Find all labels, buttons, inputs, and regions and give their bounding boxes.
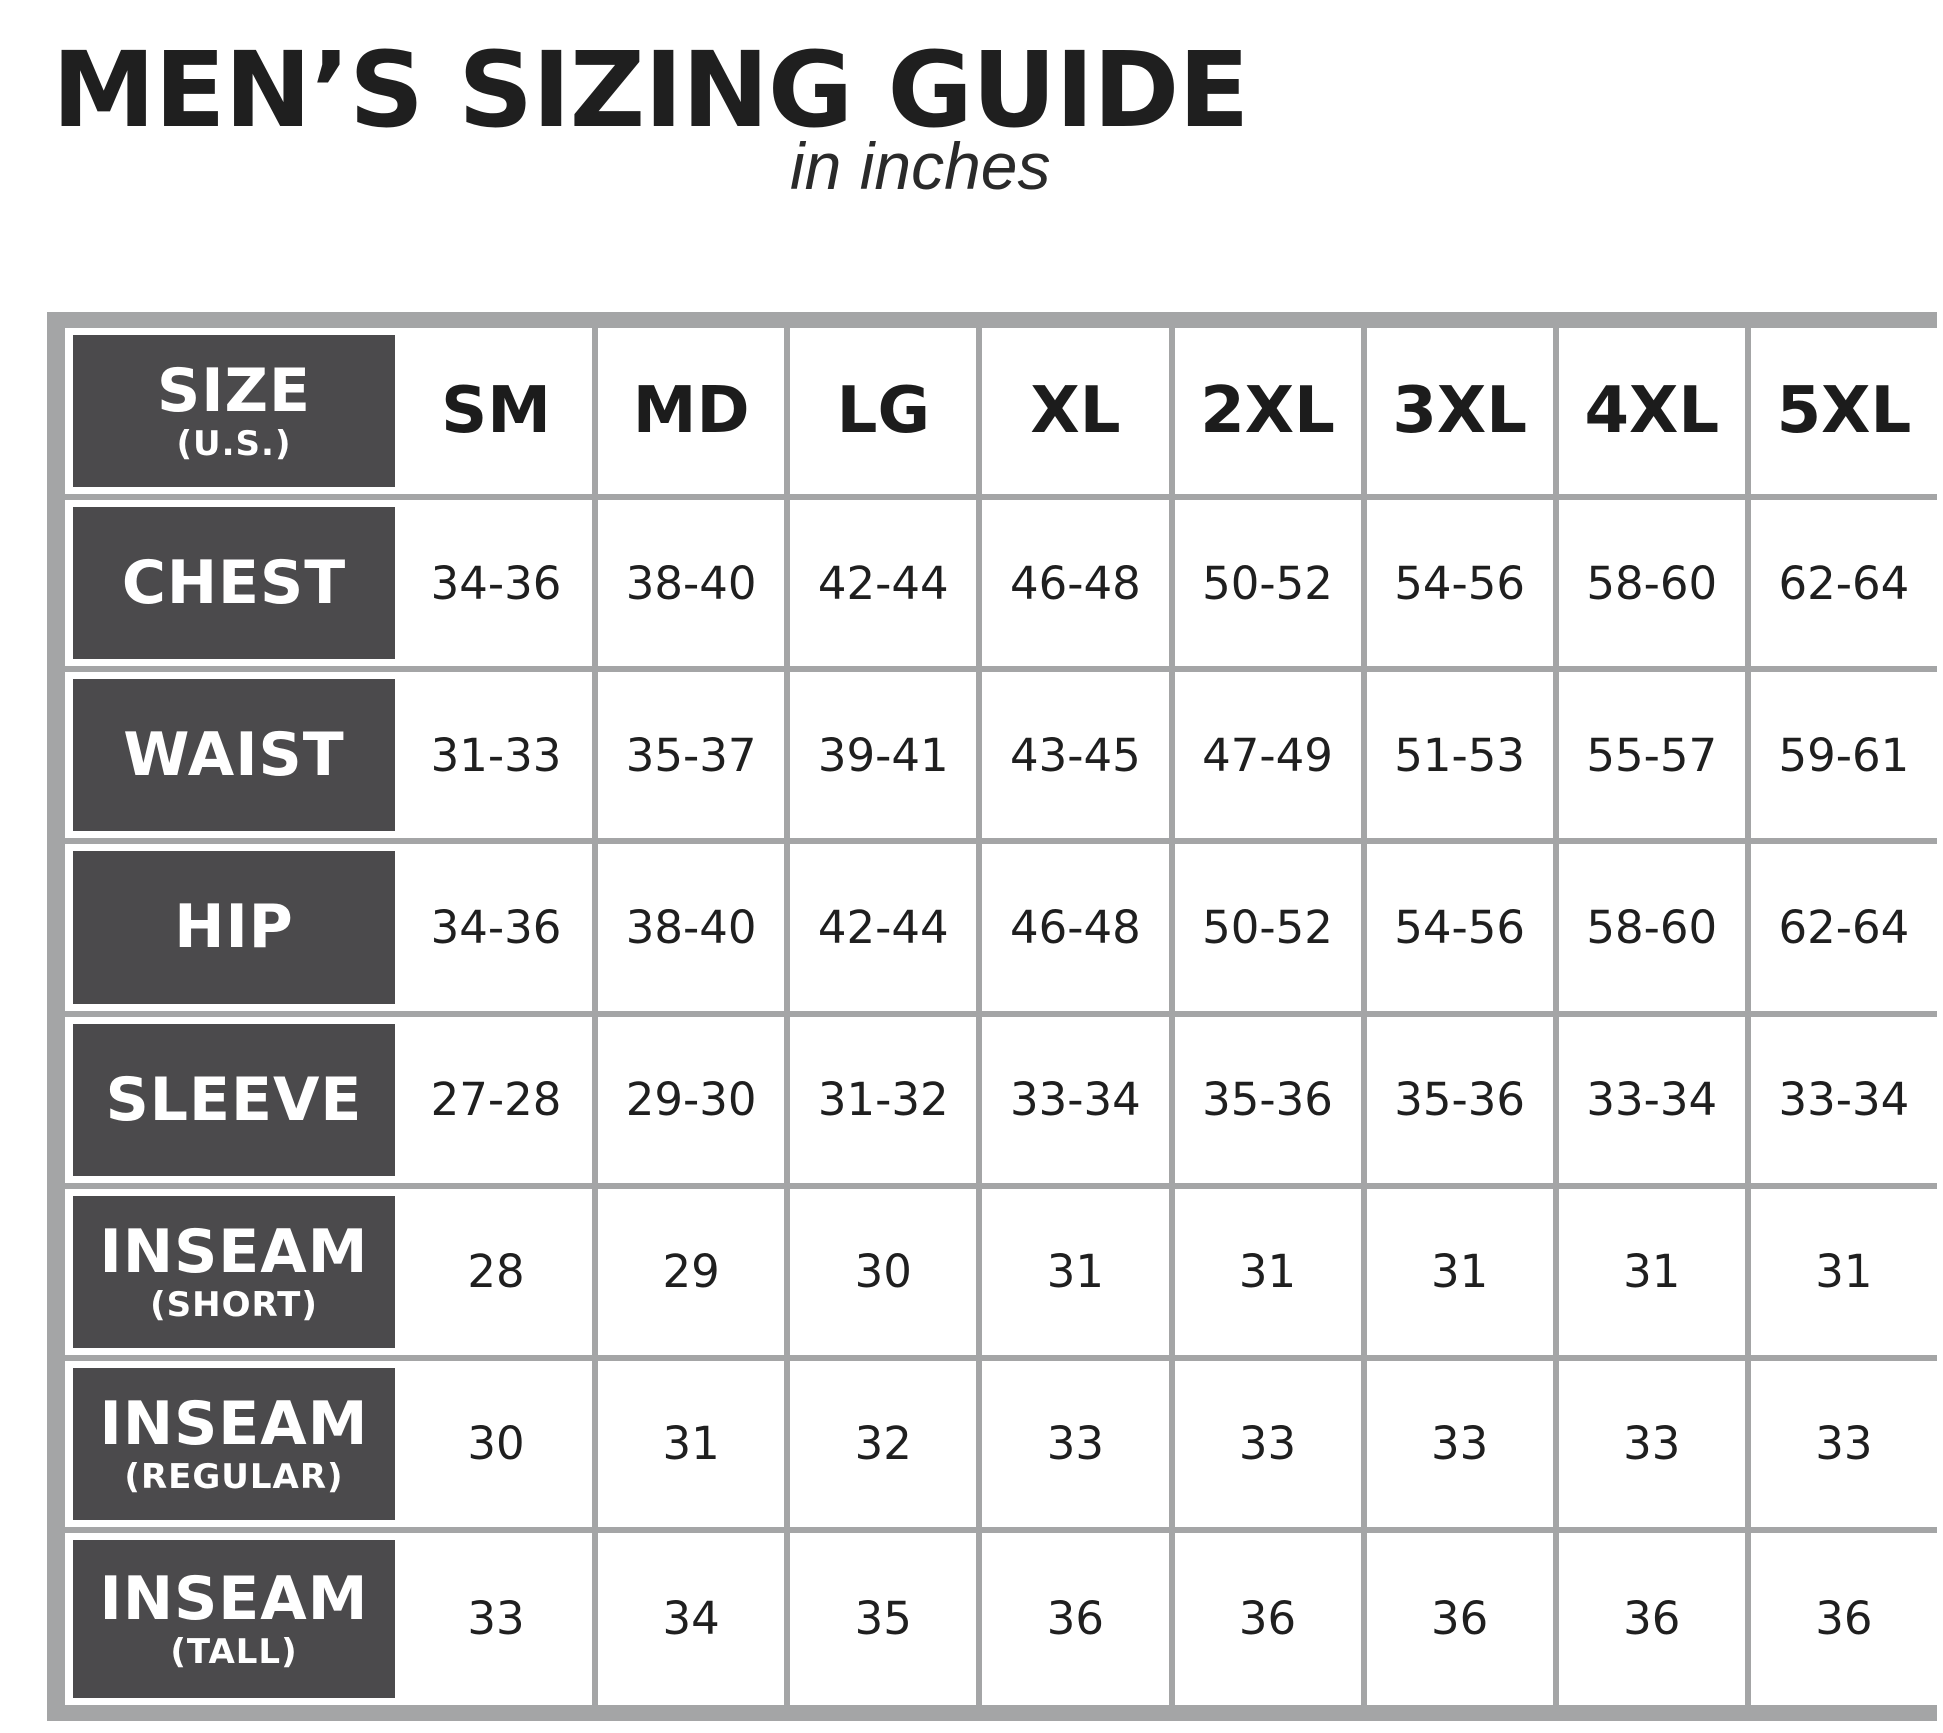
- row-label: SLEEVE: [65, 1016, 400, 1189]
- row-label: HIP: [65, 844, 400, 1017]
- row-label-text: SLEEVE: [105, 1064, 363, 1135]
- measurement-cell: 51-53: [1360, 672, 1553, 845]
- measurement-cell: 28: [400, 1189, 593, 1361]
- measurement-cell: 43-45: [976, 672, 1169, 845]
- measurement-cell: 59-61: [1744, 672, 1937, 845]
- row-label: WAIST: [65, 672, 400, 845]
- measurement-cell: 31: [1360, 1188, 1553, 1361]
- measurement-cell: 30: [400, 1361, 593, 1533]
- row-label-box: HIP: [73, 851, 395, 1004]
- measurement-cell: 36: [1552, 1532, 1745, 1705]
- size-header-cell: MD: [592, 328, 785, 501]
- measurement-cell: 58-60: [1552, 844, 1745, 1017]
- measurement-cell: 36: [1168, 1532, 1361, 1705]
- measurement-cell: 29-30: [592, 1016, 785, 1189]
- measurement-cell: 55-57: [1552, 672, 1745, 845]
- measurement-cell: 31: [592, 1360, 785, 1533]
- row-label: INSEAM (SHORT): [65, 1188, 400, 1361]
- measurement-cell: 42-44: [784, 844, 977, 1017]
- measurement-cell: 33-34: [1744, 1016, 1937, 1189]
- row-label-text: CHEST: [121, 548, 347, 619]
- row-label-text: WAIST: [123, 720, 345, 791]
- measurement-cell: 32: [784, 1360, 977, 1533]
- measurement-cell: 62-64: [1744, 500, 1937, 673]
- measurement-cell: 35-37: [592, 672, 785, 845]
- row-label-subtext: (SHORT): [150, 1284, 318, 1325]
- row-label: INSEAM (TALL): [65, 1532, 400, 1705]
- measurement-cell: 34-36: [400, 500, 593, 673]
- measurement-cell: 36: [976, 1532, 1168, 1705]
- row-label-box: INSEAM (SHORT): [73, 1195, 395, 1348]
- measurement-cell: 30: [784, 1188, 977, 1361]
- row-label-text: HIP: [174, 892, 294, 963]
- measurement-cell: 33: [976, 1360, 1169, 1533]
- measurement-cell: 47-49: [1168, 672, 1361, 845]
- row-label-box: INSEAM (TALL): [73, 1539, 395, 1698]
- measurement-cell: 34: [592, 1532, 784, 1705]
- measurement-cell: 54-56: [1360, 500, 1553, 673]
- size-header-cell: LG: [784, 328, 977, 501]
- measurement-cell: 58-60: [1552, 500, 1745, 673]
- row-label-text: INSEAM: [99, 1216, 369, 1287]
- row-label-subtext: (REGULAR): [124, 1456, 344, 1497]
- measurement-cell: 29: [592, 1188, 785, 1361]
- measurement-cell: 33-34: [976, 1016, 1169, 1189]
- measurement-cell: 35: [784, 1532, 976, 1705]
- size-header-text: SIZE: [156, 356, 312, 427]
- row-label: INSEAM (REGULAR): [65, 1360, 400, 1533]
- measurement-cell: 35-36: [1168, 1016, 1361, 1189]
- size-header-cell: XL: [976, 328, 1169, 501]
- size-chart-grid: SIZE (U.S.) SM MD LG XL 2XL 3XL 4XL 5XL CHEST 34-…: [65, 328, 1937, 1705]
- measurement-cell: 31: [1552, 1188, 1745, 1361]
- size-header-cell: 5XL: [1744, 328, 1937, 501]
- row-label-subtext: (TALL): [170, 1631, 298, 1672]
- measurement-cell: 38-40: [592, 844, 785, 1017]
- size-header-label: SIZE (U.S.): [65, 328, 400, 501]
- measurement-cell: 31: [1744, 1188, 1937, 1361]
- measurement-cell: 36: [1744, 1532, 1937, 1705]
- size-header-box: SIZE (U.S.): [73, 335, 395, 488]
- measurement-cell: 31: [976, 1188, 1169, 1361]
- measurement-cell: 42-44: [784, 500, 977, 673]
- measurement-cell: 34-36: [400, 844, 593, 1017]
- size-chart: SIZE (U.S.) SM MD LG XL 2XL 3XL 4XL 5XL CHEST 34-…: [47, 312, 1937, 1721]
- measurement-cell: 33: [1552, 1360, 1745, 1533]
- measurement-cell: 31-33: [400, 672, 593, 845]
- size-header-cell: 2XL: [1168, 328, 1361, 501]
- row-label: CHEST: [65, 500, 400, 673]
- measurement-cell: 36: [1360, 1532, 1553, 1705]
- measurement-cell: 33: [1744, 1360, 1937, 1533]
- measurement-cell: 35-36: [1360, 1016, 1553, 1189]
- page-subtitle: in inches: [790, 129, 1051, 203]
- measurement-cell: 62-64: [1744, 844, 1937, 1017]
- size-header-cell: 3XL: [1360, 328, 1553, 501]
- size-header-subtext: (U.S.): [176, 424, 292, 465]
- measurement-cell: 46-48: [976, 500, 1169, 673]
- row-label-box: SLEEVE: [73, 1023, 395, 1176]
- size-header-cell: SM: [400, 328, 593, 501]
- row-label-text: INSEAM: [99, 1563, 369, 1634]
- measurement-cell: 27-28: [400, 1017, 593, 1189]
- measurement-cell: 54-56: [1360, 844, 1553, 1017]
- measurement-cell: 33: [1168, 1360, 1361, 1533]
- measurement-cell: 39-41: [784, 672, 977, 845]
- row-label-box: WAIST: [73, 679, 395, 832]
- page-title: MEN’S SIZING GUIDE: [52, 29, 1249, 151]
- measurement-cell: 50-52: [1168, 500, 1361, 673]
- measurement-cell: 46-48: [976, 844, 1169, 1017]
- measurement-cell: 50-52: [1168, 844, 1361, 1017]
- measurement-cell: 38-40: [592, 500, 785, 673]
- measurement-cell: 33-34: [1552, 1016, 1745, 1189]
- row-label-box: INSEAM (REGULAR): [73, 1367, 395, 1520]
- row-label-box: CHEST: [73, 507, 395, 660]
- row-label-text: INSEAM: [99, 1388, 369, 1459]
- measurement-cell: 31-32: [784, 1016, 977, 1189]
- size-header-cell: 4XL: [1552, 328, 1745, 501]
- measurement-cell: 31: [1168, 1188, 1361, 1361]
- measurement-cell: 33: [1360, 1360, 1553, 1533]
- measurement-cell: 33: [467, 1592, 525, 1646]
